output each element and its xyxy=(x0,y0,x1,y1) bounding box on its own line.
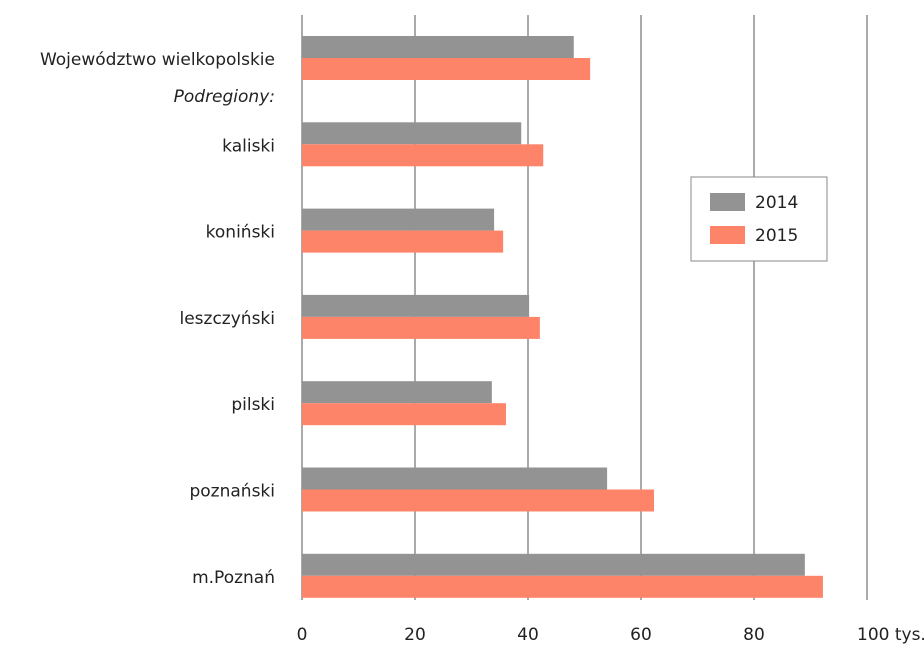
x-tick-label: 20 xyxy=(404,625,426,645)
legend-box xyxy=(690,176,828,262)
y-tick-label: koniński xyxy=(206,223,275,243)
x-tick-label: 60 xyxy=(630,625,652,645)
bar xyxy=(302,489,654,512)
bar xyxy=(302,381,492,404)
y-tick-label: Województwo wielkopolskie xyxy=(40,50,275,70)
y-tick-label: pilski xyxy=(231,395,275,415)
bar xyxy=(302,575,823,598)
bar xyxy=(302,316,540,339)
bar xyxy=(302,467,608,490)
x-tick-label: 40 xyxy=(517,625,539,645)
y-tick-label: m.Poznań xyxy=(192,568,275,588)
legend-swatch xyxy=(710,193,745,211)
bar xyxy=(302,403,506,426)
annotation: Podregiony: xyxy=(174,87,275,107)
x-tick-label: 80 xyxy=(743,625,765,645)
y-tick-label: poznański xyxy=(189,482,275,502)
bar xyxy=(302,58,591,80)
legend-label: 2015 xyxy=(755,226,798,246)
legend-swatch xyxy=(710,226,745,244)
bar xyxy=(302,122,522,145)
bar xyxy=(302,553,805,576)
y-tick-label: kaliski xyxy=(222,136,275,156)
bar xyxy=(302,144,544,167)
bar xyxy=(302,208,495,231)
x-tick-label: 100 tys. xyxy=(857,625,924,645)
bar xyxy=(302,36,574,58)
bar xyxy=(302,294,530,317)
legend-label: 2014 xyxy=(755,193,798,213)
x-tick-label: 0 xyxy=(297,625,308,645)
bar xyxy=(302,230,504,253)
y-tick-label: leszczyński xyxy=(180,309,276,329)
